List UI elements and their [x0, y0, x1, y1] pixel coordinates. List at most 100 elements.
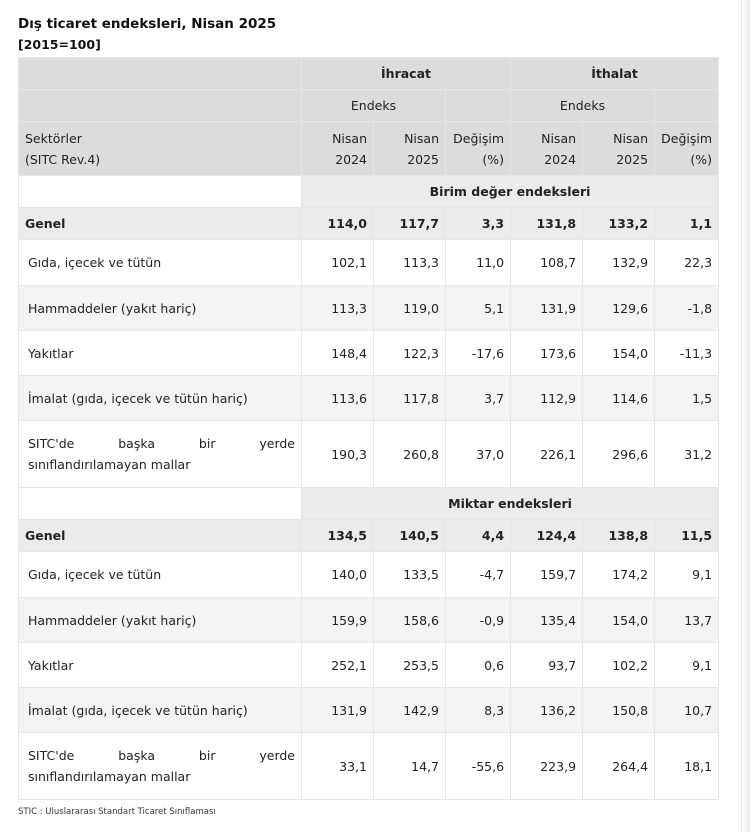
section-blank-cell	[18, 175, 302, 208]
value-cell: 134,5	[301, 519, 374, 552]
header-import-curr-line2: 2025	[616, 151, 649, 167]
table-row: Yakıtlar 148,4 122,3 -17,6 173,6 154,0 -…	[18, 330, 720, 376]
value-cell: 31,2	[654, 420, 720, 488]
table-row: SITC'de başka bir yerde sınıflandırılama…	[18, 420, 720, 488]
row-label: Hammaddeler (yakıt hariç)	[18, 285, 302, 331]
value-cell: 223,9	[510, 732, 584, 800]
value-cell: 140,5	[373, 519, 446, 552]
header-row-columns: Sektörler (SITC Rev.4) Nisan 2024 Nisan …	[18, 121, 720, 176]
value-cell: 3,3	[444, 207, 512, 240]
value-cell: 174,2	[582, 551, 656, 598]
header-export-endeks: Endeks	[301, 89, 446, 122]
value-cell: 150,8	[582, 687, 656, 733]
value-cell: 190,3	[301, 420, 374, 488]
row-label: Yakıtlar	[18, 330, 302, 376]
row-label: Gıda, içecek ve tütün	[18, 239, 302, 286]
value-cell: 264,4	[582, 732, 656, 800]
value-cell: 11,5	[654, 519, 720, 552]
header-blank-cell	[18, 89, 302, 122]
value-cell: -1,8	[654, 285, 720, 331]
value-cell: 93,7	[510, 642, 584, 688]
header-row-groups: İhracat İthalat	[18, 57, 720, 90]
header-export-curr-line1: Nisan	[404, 130, 439, 146]
value-cell: -11,3	[654, 330, 720, 376]
header-export: İhracat	[300, 57, 512, 90]
row-label: Hammaddeler (yakıt hariç)	[18, 597, 302, 643]
value-cell: 253,5	[373, 642, 446, 688]
header-export-prev-line2: 2024	[335, 151, 367, 167]
header-import-change: Değişim (%)	[654, 121, 720, 176]
section-title-quantity: Miktar endeksleri	[300, 487, 720, 520]
row-label-line2: sınıflandırılamayan mallar	[28, 457, 191, 472]
value-cell: 13,7	[654, 597, 720, 643]
value-cell: 114,6	[582, 375, 656, 421]
value-cell: 113,3	[301, 285, 374, 331]
window-right-edge	[741, 0, 750, 832]
section-title-unit-value: Birim değer endeksleri	[300, 175, 720, 208]
table-row: Genel 134,5 140,5 4,4 124,4 138,8 11,5	[18, 519, 720, 552]
value-cell: 0,6	[444, 642, 512, 688]
value-cell: 159,7	[510, 551, 584, 598]
header-sector-line1: Sektörler	[25, 130, 82, 146]
value-cell: 108,7	[510, 239, 584, 286]
header-import-change-line1: Değişim	[661, 130, 713, 146]
base-year-note: [2015=100]	[18, 37, 101, 52]
header-blank-cell	[654, 89, 720, 122]
header-sector-line2: (SITC Rev.4)	[25, 151, 101, 167]
row-label: SITC'de başka bir yerde sınıflandırılama…	[18, 732, 302, 800]
header-import-change-line2: (%)	[690, 151, 713, 167]
value-cell: 14,7	[373, 732, 446, 800]
footnote: STIC : Uluslararası Standart Ticaret Sın…	[18, 807, 216, 817]
value-cell: 129,6	[582, 285, 656, 331]
header-export-change: Değişim (%)	[444, 121, 512, 176]
table-row: Gıda, içecek ve tütün 140,0 133,5 -4,7 1…	[18, 551, 720, 598]
value-cell: 1,5	[654, 375, 720, 421]
value-cell: 158,6	[373, 597, 446, 643]
header-import-curr: Nisan 2025	[582, 121, 656, 176]
value-cell: 9,1	[654, 551, 720, 598]
value-cell: 114,0	[301, 207, 374, 240]
header-import-curr-line1: Nisan	[613, 130, 649, 146]
value-cell: 135,4	[510, 597, 584, 643]
table-row: Genel 114,0 117,7 3,3 131,8 133,2 1,1	[18, 207, 720, 240]
header-row-endeks: Endeks Endeks	[18, 89, 720, 122]
header-import-endeks: Endeks	[510, 89, 656, 122]
trade-index-table: İhracat İthalat Endeks Endeks Sektörler …	[18, 57, 720, 800]
table-row: Gıda, içecek ve tütün 102,1 113,3 11,0 1…	[18, 239, 720, 286]
value-cell: 37,0	[444, 420, 512, 488]
table-row: İmalat (gıda, içecek ve tütün hariç) 131…	[18, 687, 720, 733]
value-cell: -55,6	[444, 732, 512, 800]
header-export-prev-line1: Nisan	[332, 130, 367, 146]
row-label: Genel	[18, 519, 302, 552]
value-cell: 18,1	[654, 732, 720, 800]
value-cell: -17,6	[444, 330, 512, 376]
value-cell: 159,9	[301, 597, 374, 643]
value-cell: 117,8	[373, 375, 446, 421]
value-cell: 136,2	[510, 687, 584, 733]
value-cell: 22,3	[654, 239, 720, 286]
value-cell: 138,8	[582, 519, 656, 552]
header-import: İthalat	[510, 57, 720, 90]
value-cell: 113,3	[373, 239, 446, 286]
header-blank-cell	[444, 89, 512, 122]
value-cell: 117,7	[373, 207, 446, 240]
value-cell: 102,1	[301, 239, 374, 286]
value-cell: 1,1	[654, 207, 720, 240]
section-header-quantity: Miktar endeksleri	[18, 487, 720, 520]
value-cell: 124,4	[510, 519, 584, 552]
value-cell: 142,9	[373, 687, 446, 733]
value-cell: 112,9	[510, 375, 584, 421]
header-export-change-line2: (%)	[482, 151, 505, 167]
value-cell: 9,1	[654, 642, 720, 688]
row-label: Gıda, içecek ve tütün	[18, 551, 302, 598]
row-label-line2: sınıflandırılamayan mallar	[28, 769, 191, 784]
header-export-change-line1: Değişim	[453, 130, 505, 146]
value-cell: 8,3	[444, 687, 512, 733]
value-cell: -0,9	[444, 597, 512, 643]
value-cell: 226,1	[510, 420, 584, 488]
value-cell: 132,9	[582, 239, 656, 286]
value-cell: -4,7	[444, 551, 512, 598]
value-cell: 140,0	[301, 551, 374, 598]
table-row: Hammaddeler (yakıt hariç) 113,3 119,0 5,…	[18, 285, 720, 331]
value-cell: 260,8	[373, 420, 446, 488]
